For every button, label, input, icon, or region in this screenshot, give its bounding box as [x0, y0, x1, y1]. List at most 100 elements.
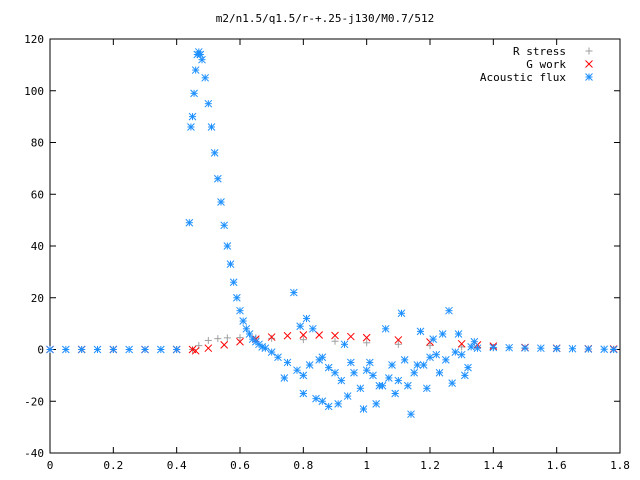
- y-tick-label: 80: [31, 137, 44, 150]
- data-point: [340, 340, 349, 349]
- data-point: [283, 358, 292, 367]
- data-point: [318, 353, 327, 362]
- data-point: [220, 221, 229, 230]
- data-point: [489, 343, 498, 352]
- data-point: [172, 345, 181, 354]
- data-point: [426, 353, 434, 362]
- data-point: [521, 344, 529, 352]
- data-point: [473, 344, 482, 353]
- data-point: [207, 123, 216, 131]
- data-point: [109, 345, 118, 354]
- data-point: [226, 260, 235, 268]
- x-tick-label: 1.4: [483, 459, 503, 472]
- data-point: [429, 335, 438, 344]
- data-point: [536, 344, 545, 353]
- series-acoustic-flux: [46, 48, 618, 419]
- y-tick-label: 120: [24, 33, 44, 46]
- data-point: [346, 332, 355, 341]
- y-tick-label: 20: [31, 292, 44, 305]
- data-point: [331, 337, 339, 345]
- y-tick-label: 100: [24, 85, 44, 98]
- legend-label: Acoustic flux: [480, 71, 566, 84]
- data-point: [204, 344, 213, 353]
- data-point: [460, 371, 469, 380]
- data-point: [187, 123, 195, 131]
- data-point: [77, 345, 86, 354]
- y-tick-label: 60: [31, 188, 44, 201]
- data-point: [331, 331, 339, 340]
- data-point: [457, 339, 466, 348]
- data-point: [343, 392, 352, 400]
- x-tick-label: 1.8: [610, 459, 630, 472]
- data-point: [236, 306, 244, 315]
- data-point: [454, 330, 463, 338]
- data-point: [451, 348, 460, 356]
- data-point: [289, 288, 298, 297]
- data-point: [305, 361, 314, 369]
- data-point: [337, 376, 346, 385]
- data-point: [213, 174, 222, 183]
- data-point: [191, 66, 200, 74]
- data-point: [397, 309, 406, 318]
- data-point: [426, 342, 434, 350]
- data-point: [369, 371, 377, 380]
- data-point: [188, 112, 197, 121]
- chart-title: m2/n1.5/q1.5/r-+.25-j130/M0.7/512: [216, 12, 435, 25]
- data-point: [318, 397, 327, 406]
- x-tick-label: 0: [47, 459, 54, 472]
- data-point: [223, 242, 232, 250]
- data-point: [232, 293, 241, 302]
- data-point: [261, 344, 270, 353]
- data-point: [552, 344, 561, 353]
- data-point: [363, 339, 371, 347]
- data-point: [403, 381, 412, 390]
- data-point: [375, 381, 384, 390]
- axis-ticks: [49, 38, 621, 454]
- data-point: [299, 371, 308, 380]
- data-point: [293, 366, 301, 375]
- data-point: [457, 350, 466, 359]
- data-point: [296, 322, 305, 331]
- data-point: [435, 368, 444, 377]
- x-tick-label: 1: [363, 459, 370, 472]
- data-point: [239, 317, 248, 325]
- data-point: [198, 55, 206, 64]
- y-tick-label: 0: [37, 344, 44, 357]
- data-point: [400, 355, 409, 364]
- data-point: [394, 376, 403, 385]
- data-point: [312, 394, 320, 403]
- data-point: [223, 334, 231, 342]
- x-tick-label: 1.2: [420, 459, 440, 472]
- plot-area-frame: [49, 38, 621, 454]
- data-point: [365, 358, 374, 367]
- data-point: [274, 353, 282, 362]
- data-point: [394, 336, 403, 344]
- data-point: [372, 399, 381, 408]
- x-tick-label: 0.8: [293, 459, 313, 472]
- x-tick-label: 0.4: [167, 459, 187, 472]
- data-point: [432, 350, 441, 359]
- data-point: [210, 148, 219, 157]
- data-point: [413, 361, 422, 369]
- data-point: [217, 198, 225, 206]
- data-point: [93, 345, 102, 354]
- legend-label: R stress: [513, 45, 566, 58]
- data-point: [236, 337, 244, 346]
- data-point: [214, 335, 222, 343]
- data-point: [156, 345, 165, 354]
- data-point: [196, 50, 205, 59]
- data-point: [236, 334, 244, 342]
- data-point: [356, 384, 365, 393]
- data-point: [334, 399, 343, 408]
- data-point: [201, 73, 210, 82]
- data-point: [359, 405, 368, 413]
- data-point: [381, 324, 390, 333]
- data-point: [458, 343, 466, 351]
- data-point: [346, 358, 355, 367]
- y-tick-label: -40: [24, 447, 44, 460]
- data-point: [125, 345, 134, 354]
- data-point: [441, 355, 450, 364]
- data-point: [410, 368, 419, 377]
- data-point: [407, 410, 415, 419]
- data-point: [609, 345, 618, 354]
